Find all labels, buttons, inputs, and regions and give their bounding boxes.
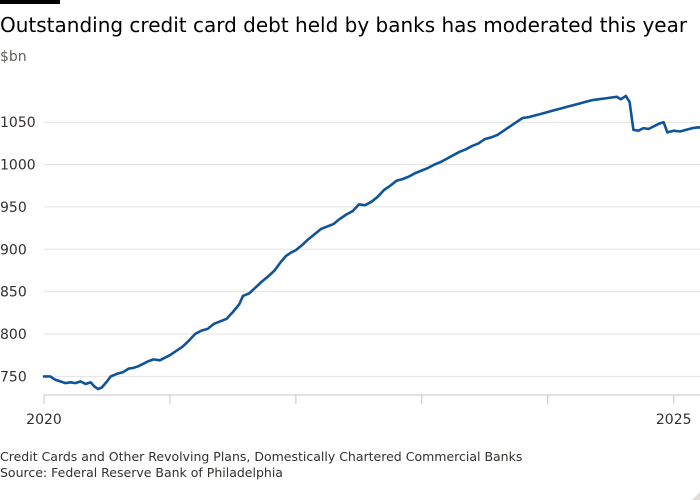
- y-tick-label-800: 800: [0, 327, 27, 343]
- series-line-0: [42, 94, 700, 391]
- chart-footer: Credit Cards and Other Revolving Plans, …: [0, 449, 522, 481]
- y-tick-label-850: 850: [0, 285, 27, 301]
- y-axis-unit-label: $bn: [0, 49, 27, 65]
- chart-title: Outstanding credit card debt held by ban…: [0, 13, 688, 37]
- x-axis-ticks: 2020 2025: [26, 395, 692, 428]
- line-chart: 750 800 850 900 950 1000 1050 2020 2025: [0, 94, 700, 428]
- y-tick-label-1050: 1050: [0, 115, 36, 131]
- x-tick-label-2025: 2025: [656, 412, 692, 428]
- y-tick-label-1000: 1000: [0, 158, 36, 174]
- footer-note: Credit Cards and Other Revolving Plans, …: [0, 449, 523, 464]
- y-tick-label-900: 900: [0, 242, 27, 258]
- gridlines: [44, 121, 700, 396]
- y-tick-label-950: 950: [0, 200, 27, 216]
- brand-bar: [0, 0, 60, 4]
- y-tick-label-750: 750: [0, 369, 27, 385]
- series-layer: [42, 94, 700, 391]
- x-tick-label-2020: 2020: [26, 412, 62, 428]
- y-axis-ticks: 750 800 850 900 950 1000 1050: [0, 115, 36, 385]
- source-note: Source: Federal Reserve Bank of Philadel…: [0, 465, 283, 480]
- corner-mark: [692, 492, 700, 500]
